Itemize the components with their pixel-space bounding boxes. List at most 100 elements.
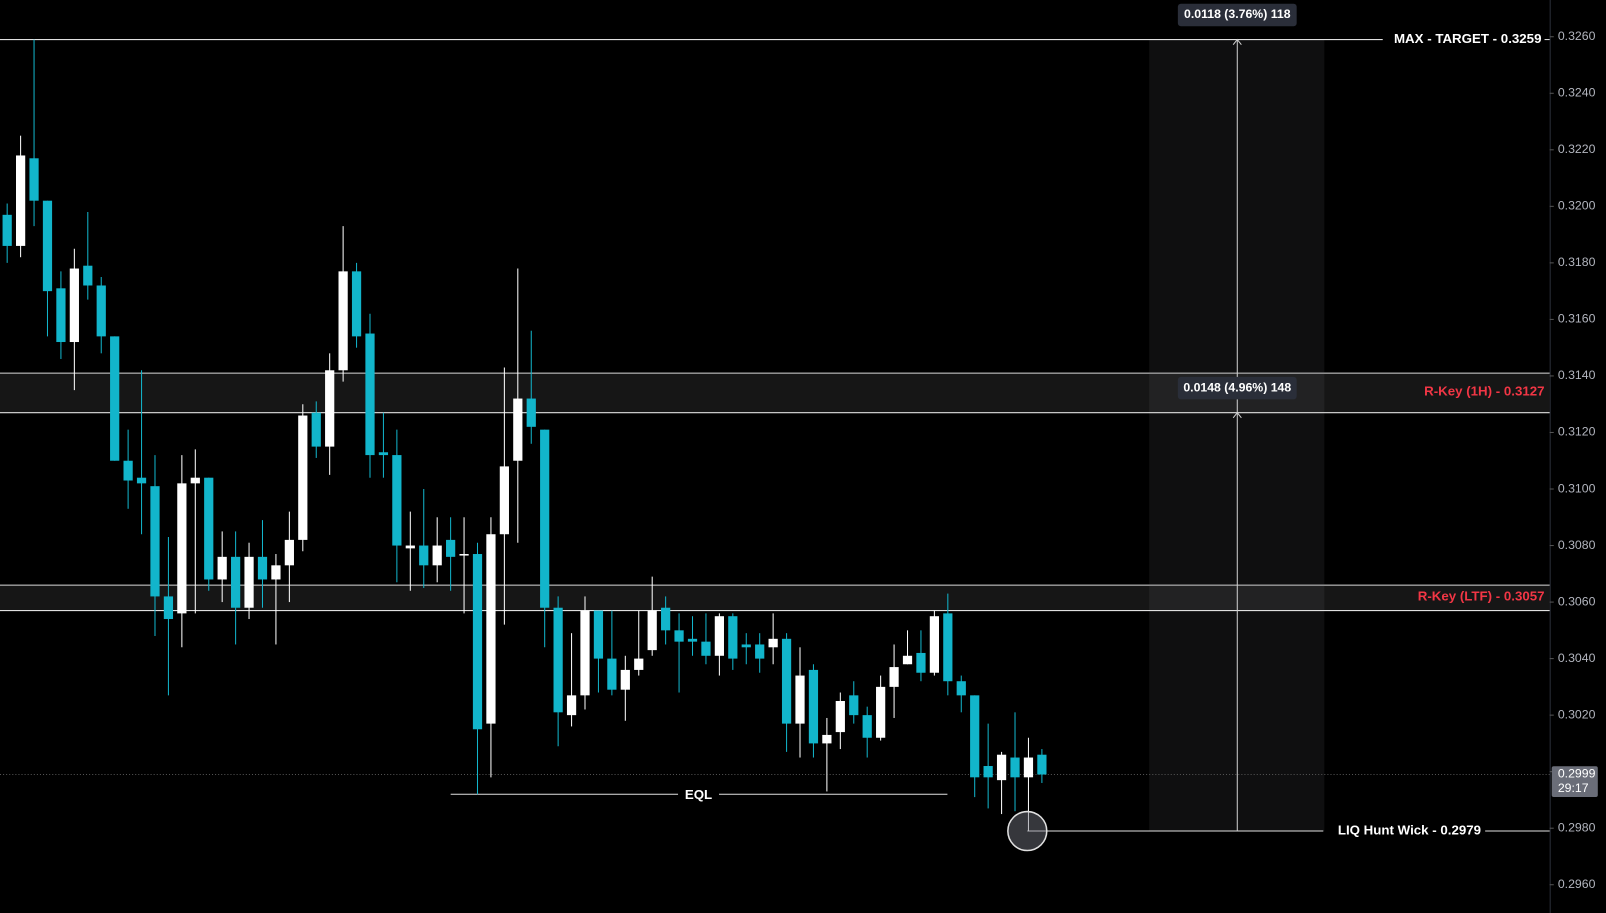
candle-body xyxy=(271,565,281,580)
candle-body xyxy=(231,556,241,608)
candle-body xyxy=(392,455,402,546)
y-tick-label: 0.3260 xyxy=(1558,29,1596,43)
measure-label: 0.0118 (3.76%) 118 xyxy=(1184,7,1291,21)
candle-body xyxy=(96,285,106,337)
candle-body xyxy=(190,477,200,484)
candle-body xyxy=(365,333,375,456)
candle-body xyxy=(902,655,913,665)
candle-body xyxy=(69,268,79,343)
y-tick-label: 0.3080 xyxy=(1558,538,1596,552)
candle-body xyxy=(110,336,120,461)
y-tick-label: 0.3240 xyxy=(1558,86,1596,100)
level-label: R-Key (LTF) - 0.3057 xyxy=(1418,589,1545,604)
candle-body xyxy=(943,613,953,682)
candle-body xyxy=(136,477,147,484)
y-tick-label: 0.3020 xyxy=(1558,707,1596,721)
candle-body xyxy=(42,200,53,292)
measure-arrow xyxy=(1232,38,1242,46)
candle-body xyxy=(956,681,966,696)
y-tick-label: 0.3140 xyxy=(1558,368,1596,382)
candle-body xyxy=(351,271,362,337)
candle-body xyxy=(204,477,214,580)
y-tick-label: 0.3060 xyxy=(1558,594,1596,608)
y-tick-label: 0.3160 xyxy=(1558,312,1596,326)
candle-body xyxy=(607,658,617,690)
candle-body xyxy=(593,610,604,659)
candle-body xyxy=(15,155,26,246)
candle-body xyxy=(755,644,765,659)
candle-body xyxy=(540,429,550,608)
candle-body xyxy=(378,452,389,456)
candle-body xyxy=(244,556,254,608)
price-tag-label: 0.2999 xyxy=(1558,767,1596,781)
y-tick-label: 0.2980 xyxy=(1558,820,1596,834)
level-label: LIQ Hunt Wick - 0.2979 xyxy=(1338,823,1481,838)
candle-body xyxy=(835,701,845,733)
candle-body xyxy=(298,415,308,540)
candle-body xyxy=(513,398,523,461)
candle-body xyxy=(661,607,671,631)
candle-body xyxy=(876,686,886,738)
candle-body xyxy=(419,545,429,566)
candle-body xyxy=(741,644,751,648)
candle-body xyxy=(580,610,590,696)
candle-body xyxy=(929,616,939,673)
y-tick-label: 0.2960 xyxy=(1558,877,1596,891)
candle-body xyxy=(553,607,563,713)
y-tick-label: 0.3120 xyxy=(1558,425,1596,439)
candle-body xyxy=(714,616,724,656)
candle-body xyxy=(29,158,39,201)
candle-body xyxy=(123,460,133,481)
candle-body xyxy=(822,734,832,744)
zone xyxy=(0,585,1550,611)
candle-body xyxy=(687,638,698,642)
candle-body xyxy=(996,754,1007,781)
candle-body xyxy=(56,288,66,343)
candle-body xyxy=(2,214,12,246)
y-tick-label: 0.3100 xyxy=(1558,481,1596,495)
candle-body xyxy=(1023,757,1034,778)
measure-arrow xyxy=(1232,411,1242,419)
candle-body xyxy=(647,610,657,651)
candle-body xyxy=(1010,757,1020,778)
candle-body xyxy=(889,667,899,687)
candle-body xyxy=(83,265,93,286)
candle-body xyxy=(862,715,872,738)
candle-body xyxy=(781,638,792,724)
candle-body xyxy=(970,695,980,778)
candle-body xyxy=(768,638,778,648)
candle-body xyxy=(284,539,294,566)
candle-body xyxy=(217,556,227,580)
candle-body xyxy=(150,486,160,597)
candle-body xyxy=(405,545,415,549)
candle-body xyxy=(566,695,577,716)
candle-body xyxy=(916,652,926,673)
candle-body xyxy=(325,370,335,447)
y-tick-label: 0.3040 xyxy=(1558,651,1596,665)
level-label: MAX - TARGET - 0.3259 xyxy=(1394,31,1541,46)
candle-body xyxy=(499,466,509,535)
candle-body xyxy=(728,616,738,659)
y-tick-label: 0.3220 xyxy=(1558,142,1596,156)
candle-body xyxy=(808,669,819,744)
level-label: R-Key (1H) - 0.3127 xyxy=(1424,384,1544,399)
candle-body xyxy=(674,630,684,642)
y-tick-label: 0.3180 xyxy=(1558,255,1596,269)
candle-body xyxy=(795,675,805,724)
y-tick-label: 0.3200 xyxy=(1558,199,1596,213)
candle-body xyxy=(1037,754,1047,775)
candle-body xyxy=(486,534,496,724)
candle-body xyxy=(163,596,174,620)
candle-body xyxy=(472,554,483,730)
candle-body xyxy=(526,398,536,427)
candle-body xyxy=(983,766,993,778)
price-tag xyxy=(1551,766,1598,798)
measure-box xyxy=(1177,3,1297,27)
candle-body xyxy=(432,545,442,566)
candle-body xyxy=(257,556,268,580)
candle-body xyxy=(620,669,630,690)
measure-label: 0.0148 (4.96%) 148 xyxy=(1183,380,1291,394)
